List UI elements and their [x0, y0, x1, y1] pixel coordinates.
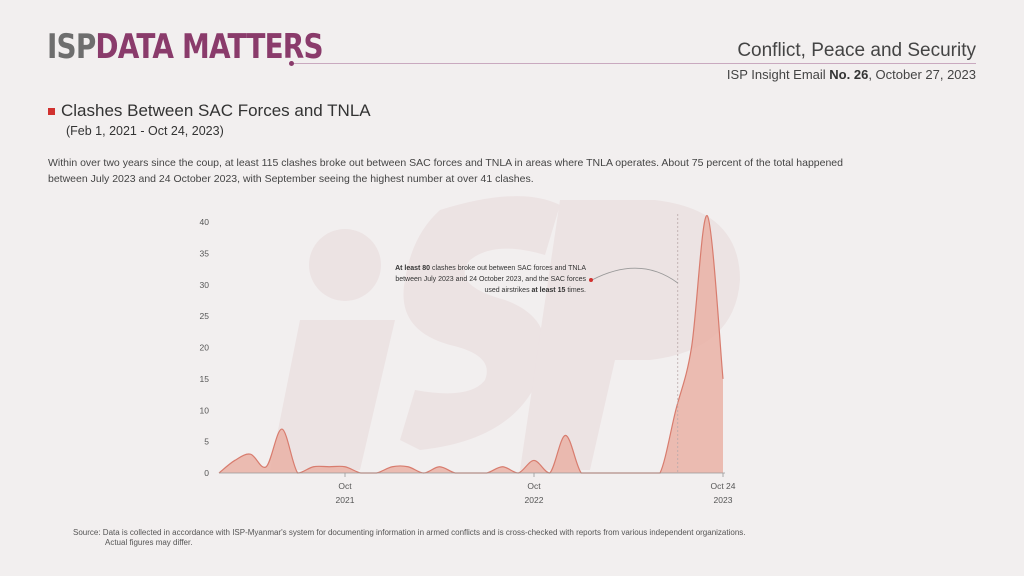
- chart-subtitle: (Feb 1, 2021 - Oct 24, 2023): [66, 124, 224, 138]
- insight-number: No. 26: [829, 67, 869, 82]
- annotation-dot: [589, 278, 593, 282]
- y-tick-label: 15: [200, 374, 210, 384]
- y-tick-label: 10: [200, 405, 210, 415]
- x-tick-label: Oct: [527, 481, 541, 491]
- insight-prefix: ISP Insight Email: [726, 67, 830, 82]
- series-line: [218, 215, 724, 474]
- y-tick-label: 25: [200, 311, 210, 321]
- insight-date: , October 27, 2023: [868, 67, 976, 82]
- chart-title: Clashes Between SAC Forces and TNLA: [61, 101, 371, 120]
- x-tick-year-label: 2021: [336, 495, 355, 505]
- y-tick-label: 5: [204, 437, 209, 447]
- y-tick-label: 40: [200, 217, 210, 227]
- x-tick-year-label: 2022: [525, 495, 544, 505]
- chart-description: Within over two years since the coup, at…: [48, 157, 843, 185]
- logo-data-matters-text: DATA MATTERS: [95, 27, 323, 67]
- source-line-2: Actual figures may differ.: [105, 538, 193, 547]
- annotation-line-2: between July 2023 and 24 October 2023, a…: [395, 276, 586, 283]
- brand-logo: ISPDATA MATTERS: [47, 27, 324, 67]
- x-tick-label: Oct 24: [710, 481, 735, 491]
- title-bullet: [48, 108, 55, 115]
- section-title: Conflict, Peace and Security: [737, 40, 976, 61]
- annotation-line-3: used airstrikes at least 15 times.: [484, 287, 586, 294]
- source-line-1: Source: Data is collected in accordance …: [73, 528, 746, 537]
- x-tick-year-label: 2023: [714, 495, 733, 505]
- insight-line: ISP Insight Email No. 26, October 27, 20…: [727, 67, 976, 82]
- y-tick-label: 20: [200, 343, 210, 353]
- annotation-connector: [591, 267, 678, 284]
- source-note: Source: Data is collected in accordance …: [73, 528, 746, 548]
- annotation-line-1: At least 80 clashes broke out between SA…: [395, 265, 586, 272]
- x-tick-label: Oct: [338, 481, 352, 491]
- y-tick-label: 30: [200, 280, 210, 290]
- header-divider: [294, 63, 976, 64]
- logo-isp-text: ISP: [47, 27, 96, 67]
- y-tick-label: 0: [204, 468, 209, 478]
- y-tick-label: 35: [200, 248, 210, 258]
- series-area: [219, 215, 723, 473]
- logo-dot: [289, 61, 294, 66]
